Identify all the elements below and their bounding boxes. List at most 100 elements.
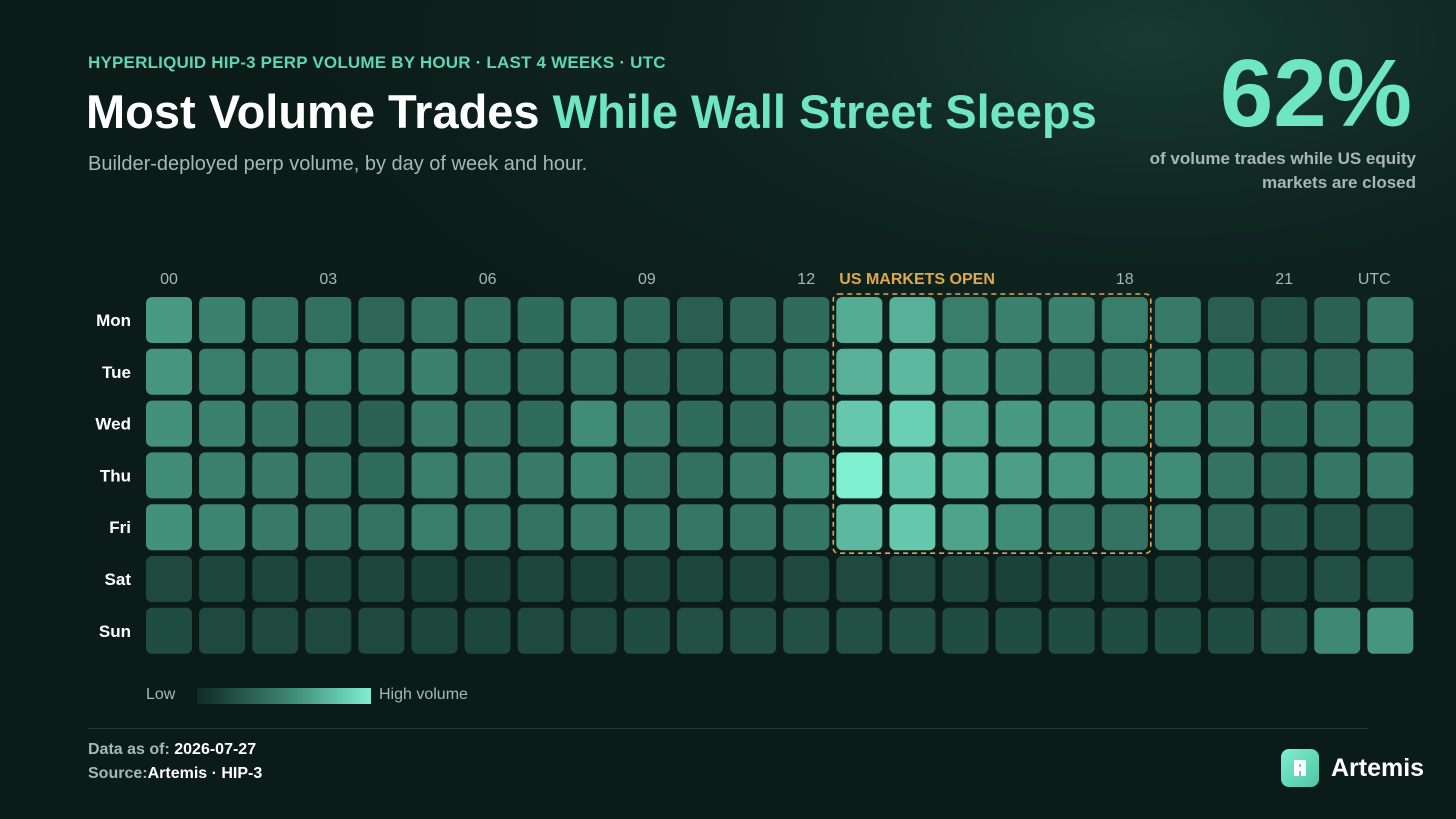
heatmap-cell [677,504,723,551]
heatmap-cell [942,556,989,602]
heatmap-cell [783,400,830,447]
heatmap-cell [623,400,670,447]
heatmap-cell [1208,504,1254,551]
heatmap-cell [570,297,617,343]
heatmap-cell [517,348,564,395]
heatmap-cell [1101,556,1148,602]
heatmap-cell [1314,297,1361,343]
heatmap-cell [252,452,299,499]
heatmap-cell [1048,348,1095,395]
hour-tick-label: 03 [319,271,337,288]
heatmap-cell [411,452,458,499]
heatmap-cell [199,504,246,551]
heatmap-cell [305,452,352,499]
heatmap-cell [358,504,405,551]
us-markets-open-label: US MARKETS OPEN [839,271,995,288]
heatmap-cell [1367,348,1414,395]
heatmap-cell [252,504,299,551]
heatmap-cell [570,452,617,499]
brand-name: Artemis [1331,753,1425,782]
heatmap-cell [889,556,936,602]
heatmap-cell [570,348,617,395]
heatmap-cell [942,348,989,395]
heatmap-cell [889,297,936,343]
heatmap-cell [836,452,883,499]
heatmap-cell [623,556,670,602]
heatmap-cell [146,297,192,343]
source: Source:Artemis · HIP-3 [88,765,262,783]
data-as-of-value: 2026-07-27 [174,741,257,758]
heatmap-cell [517,297,564,343]
heatmap-cell [1208,452,1254,499]
heatmap-cell [464,348,511,395]
footer-divider [88,728,1368,729]
hour-tick-label: 00 [160,271,178,288]
legend-low-label: Low [146,686,176,703]
heatmap-cell [677,400,723,447]
heatmap-cell [252,556,299,602]
heatmap-cell [1154,348,1201,395]
us-markets-open-highlight [832,293,1152,555]
heatmap-cell [623,504,670,551]
heatmap-cell [1208,297,1254,343]
heatmap-cell [730,556,777,602]
heatmap-cell [836,556,883,602]
heatmap-cell [623,452,670,499]
heatmap-cell [1154,452,1201,499]
heatmap-cell [517,556,564,602]
heatmap-cell [358,348,405,395]
heatmap-cell [942,607,989,654]
heatmap-cell [358,297,405,343]
heatmap-cell [305,348,352,395]
heatmap-cell [1261,556,1308,602]
heatmap-cell [623,348,670,395]
heatmap-cell [1367,400,1414,447]
heatmap-cell [358,452,405,499]
heatmap-cell [517,504,564,551]
chart-kicker: HYPERLIQUID HIP-3 PERP VOLUME BY HOUR · … [88,53,666,72]
stat-caption: of volume trades while US equity markets… [1149,149,1416,192]
heatmap-cell [995,607,1042,654]
heatmap-cell [570,504,617,551]
chart-title: Most Volume Trades While Wall Street Sle… [86,84,1097,139]
heatmap-cell [199,400,246,447]
heatmap-cell [1314,556,1361,602]
hour-tick-label: 09 [638,271,656,288]
heatmap-cell [1261,452,1308,499]
heatmap-cell [1367,556,1414,602]
heatmap-cell [1101,607,1148,654]
heatmap-cell [252,400,299,447]
heatmap-cell [358,556,405,602]
heatmap-cell [199,452,246,499]
heatmap-cell [1101,400,1148,447]
heatmap-cell [623,297,670,343]
heatmap-cell [252,348,299,395]
title-accent: While Wall Street Sleeps [552,85,1097,138]
heatmap-cell [146,556,192,602]
heatmap-cell [1314,348,1361,395]
day-label: Fri [109,518,131,537]
hour-tick-label: 06 [479,271,497,288]
day-label: Sat [105,570,132,589]
heatmap-cell [995,504,1042,551]
heatmap-cell [1261,607,1308,654]
brand: Artemis [1281,749,1424,787]
day-label: Tue [102,363,131,382]
hour-tick-label: 21 [1275,271,1293,288]
heatmap-cell [942,452,989,499]
heatmap-cell [305,556,352,602]
data-as-of: Data as of: 2026-07-27 [88,741,256,759]
heatmap-cell [1314,504,1361,551]
heatmap-cell [995,400,1042,447]
utc-axis-label: UTC [1358,271,1391,288]
heatmap-cell [464,400,511,447]
heatmap-cell [1314,400,1361,447]
heatmap-cell [1314,452,1361,499]
heatmap-cell [1101,348,1148,395]
heatmap-cell [783,297,830,343]
heatmap-cell [1048,556,1095,602]
heatmap-cell [1101,452,1148,499]
heatmap-cell [677,452,723,499]
heatmap-cell [942,504,989,551]
heatmap-cell [730,348,777,395]
